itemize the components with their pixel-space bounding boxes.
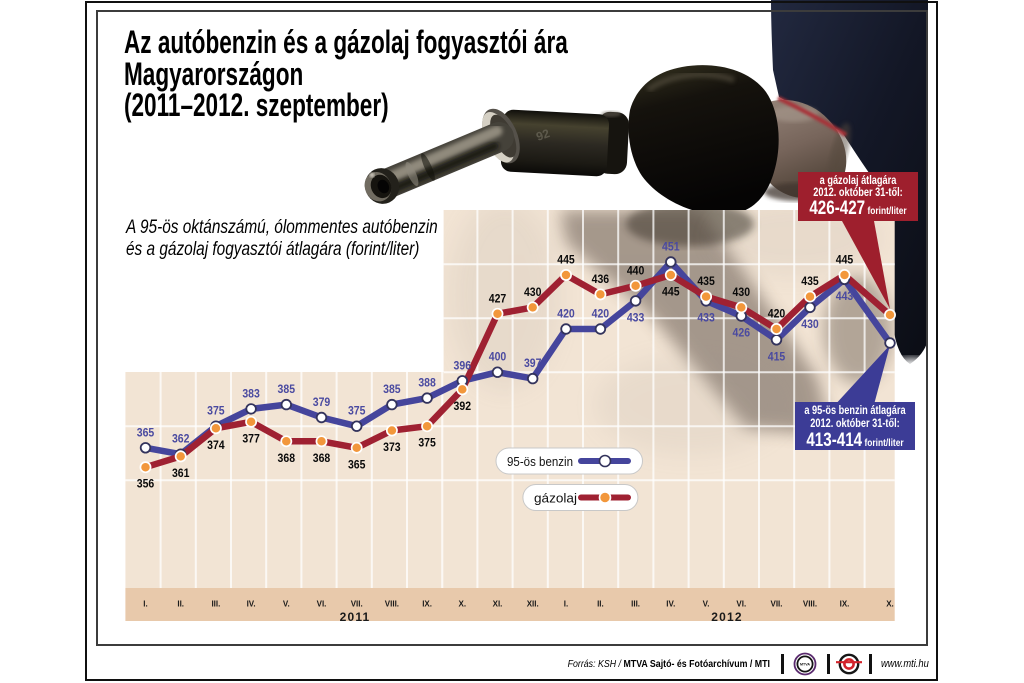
svg-text:IV.: IV. [247,600,256,609]
svg-text:427: 427 [489,293,507,305]
svg-text:440: 440 [627,265,645,277]
svg-text:V.: V. [283,600,290,609]
svg-text:VI.: VI. [736,600,746,609]
svg-text:400: 400 [489,352,507,364]
svg-text:III.: III. [211,600,220,609]
svg-text:445: 445 [836,255,854,267]
svg-text:XI.: XI. [493,600,503,609]
svg-text:X.: X. [886,600,894,609]
svg-text:435: 435 [801,276,819,288]
svg-text:V.: V. [703,600,710,609]
svg-text:95-ös benzin: 95-ös benzin [507,455,573,469]
svg-text:375: 375 [418,438,436,450]
svg-text:392: 392 [454,401,472,413]
svg-text:379: 379 [313,397,331,409]
svg-text:VIII.: VIII. [803,600,817,609]
svg-text:436: 436 [592,274,610,286]
svg-text:VIII.: VIII. [385,600,399,609]
svg-text:445: 445 [557,255,575,267]
svg-text:430: 430 [801,319,819,331]
svg-text:375: 375 [348,406,366,418]
svg-text:368: 368 [278,453,296,465]
svg-text:385: 385 [383,384,401,396]
svg-text:2011: 2011 [340,610,371,624]
svg-text:92: 92 [534,126,552,144]
svg-text:430: 430 [733,287,751,299]
svg-text:430: 430 [524,287,542,299]
svg-text:445: 445 [662,287,680,299]
svg-text:435: 435 [697,276,715,288]
svg-text:VII.: VII. [351,600,363,609]
svg-text:gázolaj: gázolaj [534,492,577,506]
svg-text:420: 420 [768,309,786,321]
svg-text:451: 451 [662,242,680,254]
svg-text:IX.: IX. [840,600,850,609]
svg-text:420: 420 [557,309,575,321]
svg-text:X.: X. [459,600,467,609]
svg-text:I.: I. [143,600,147,609]
svg-text:373: 373 [383,442,401,454]
svg-text:443: 443 [836,291,854,303]
svg-text:396: 396 [454,360,472,372]
svg-text:368: 368 [313,453,331,465]
svg-text:II.: II. [177,600,184,609]
svg-text:2012: 2012 [711,610,743,624]
svg-text:II.: II. [597,600,604,609]
svg-text:383: 383 [242,388,260,400]
svg-text:VII.: VII. [770,600,782,609]
svg-text:361: 361 [172,468,190,480]
svg-text:365: 365 [137,427,155,439]
svg-text:XII.: XII. [527,600,539,609]
svg-text:I.: I. [564,600,568,609]
svg-text:385: 385 [278,384,296,396]
svg-text:433: 433 [697,312,715,324]
svg-text:IV.: IV. [666,600,675,609]
svg-text:426: 426 [733,328,751,340]
svg-text:MTVA: MTVA [800,663,810,667]
svg-text:VI.: VI. [317,600,327,609]
svg-text:365: 365 [348,459,366,471]
svg-text:415: 415 [768,351,786,363]
svg-text:420: 420 [592,309,610,321]
svg-text:377: 377 [242,433,260,445]
svg-text:375: 375 [207,406,225,418]
svg-text:III.: III. [631,600,640,609]
svg-text:IX.: IX. [422,600,432,609]
svg-text:433: 433 [627,312,645,324]
svg-text:397: 397 [524,358,542,370]
svg-text:374: 374 [207,440,225,452]
svg-text:356: 356 [137,479,155,491]
svg-text:362: 362 [172,434,190,446]
svg-text:388: 388 [418,378,436,390]
